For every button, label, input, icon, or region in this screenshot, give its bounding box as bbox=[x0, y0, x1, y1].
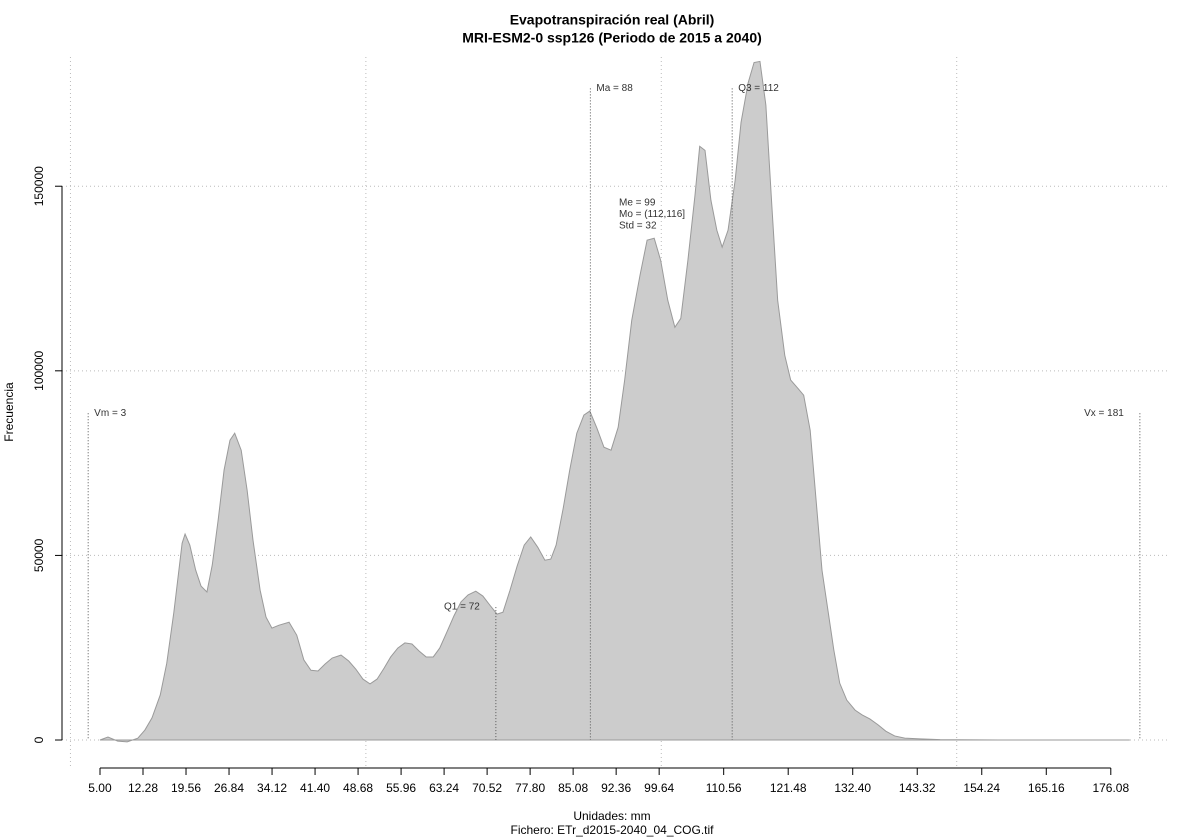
marker-label: Vm = 3 bbox=[94, 408, 126, 419]
density-area bbox=[99, 60, 1130, 743]
stats-label: Me = 99 bbox=[619, 198, 656, 209]
x-tick-label: 110.56 bbox=[706, 781, 742, 795]
x-tick-label: 143.32 bbox=[899, 781, 936, 795]
x-tick-label: 99.64 bbox=[644, 781, 674, 795]
x-axis-label: Unidades: mm bbox=[573, 809, 650, 823]
chart-title: Evapotranspiración real (Abril) bbox=[510, 12, 715, 28]
x-tick-label: 70.52 bbox=[472, 781, 502, 795]
x-tick-label: 48.68 bbox=[343, 781, 373, 795]
x-tick-label: 92.36 bbox=[601, 781, 631, 795]
y-tick-label: 100000 bbox=[32, 350, 46, 390]
x-tick-label: 26.84 bbox=[214, 781, 244, 795]
caption: Fichero: ETr_d2015-2040_04_COG.tif bbox=[511, 823, 715, 837]
y-tick-label: 0 bbox=[32, 736, 46, 743]
x-tick-label: 34.12 bbox=[257, 781, 287, 795]
x-tick-label: 165.16 bbox=[1028, 781, 1065, 795]
stats-label: Mo = (112,116] bbox=[619, 209, 685, 220]
x-tick-label: 63.24 bbox=[429, 781, 459, 795]
marker-label: Vx = 181 bbox=[1084, 408, 1124, 419]
marker-label: Ma = 88 bbox=[596, 83, 633, 94]
marker-label: Q1 = 72 bbox=[444, 602, 480, 613]
x-tick-label: 55.96 bbox=[386, 781, 416, 795]
x-tick-label: 154.24 bbox=[963, 781, 1000, 795]
marker-label: Q3 = 112 bbox=[738, 83, 779, 94]
y-tick-label: 50000 bbox=[32, 538, 46, 572]
x-tick-label: 85.08 bbox=[558, 781, 588, 795]
x-tick-label: 176.08 bbox=[1092, 781, 1129, 795]
x-tick-label: 77.80 bbox=[515, 781, 545, 795]
x-tick-label: 121.48 bbox=[770, 781, 807, 795]
x-tick-label: 41.40 bbox=[300, 781, 330, 795]
y-tick-label: 150000 bbox=[32, 166, 46, 206]
x-tick-label: 12.28 bbox=[128, 781, 158, 795]
x-tick-label: 5.00 bbox=[88, 781, 112, 795]
stats-label: Std = 32 bbox=[619, 221, 657, 232]
x-tick-label: 132.40 bbox=[834, 781, 871, 795]
chart-subtitle: MRI-ESM2-0 ssp126 (Periodo de 2015 a 204… bbox=[462, 30, 762, 46]
x-tick-label: 19.56 bbox=[171, 781, 201, 795]
y-axis-label: Frecuencia bbox=[2, 382, 16, 442]
